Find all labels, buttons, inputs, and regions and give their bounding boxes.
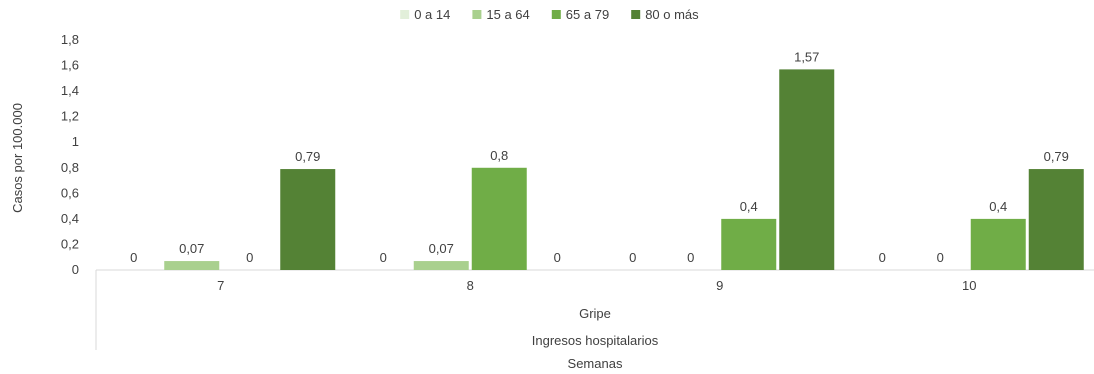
data-label: 0,79 <box>295 149 320 164</box>
data-label: 0 <box>629 250 636 265</box>
data-label: 0,4 <box>989 199 1007 214</box>
data-label: 0,4 <box>740 199 758 214</box>
y-tick-label: 1,8 <box>61 32 79 47</box>
y-tick-label: 0,8 <box>61 160 79 175</box>
y-tick-label: 1,2 <box>61 109 79 124</box>
data-labels: 0 0,07 0 0,79 0 0,07 0,8 0 0 0 0,4 1,57 0 0 0,4 0,79 <box>130 49 1069 265</box>
y-tick-label: 0,2 <box>61 236 79 251</box>
legend-label: 65 a 79 <box>566 7 609 22</box>
data-label: 0 <box>937 250 944 265</box>
bars <box>164 69 1084 270</box>
y-tick-label: 0 <box>72 262 79 277</box>
bar <box>970 218 1026 270</box>
y-tick-label: 0,4 <box>61 211 79 226</box>
legend-label: 15 a 64 <box>486 7 529 22</box>
legend-label: 0 a 14 <box>414 7 450 22</box>
y-tick-label: 0,6 <box>61 185 79 200</box>
legend-swatch <box>631 10 641 19</box>
y-tick-label: 1,4 <box>61 83 79 98</box>
data-label: 0 <box>246 250 253 265</box>
x-tick-label: 8 <box>467 278 474 293</box>
y-axis-ticks: 0 0,2 0,4 0,6 0,8 1 1,2 1,4 1,6 1,8 <box>61 32 79 277</box>
data-label: 0 <box>130 250 137 265</box>
legend: 0 a 14 15 a 64 65 a 79 80 o más <box>400 7 699 22</box>
bar <box>471 167 527 270</box>
data-label: 0,8 <box>490 148 508 163</box>
data-label: 0 <box>380 250 387 265</box>
x-tick-label: 7 <box>217 278 224 293</box>
bar <box>1028 169 1084 270</box>
data-label: 0 <box>879 250 886 265</box>
data-label: 0 <box>554 250 561 265</box>
bar <box>413 261 469 270</box>
data-label: 0,07 <box>429 241 454 256</box>
data-label: 1,57 <box>794 49 819 64</box>
data-label: 0,79 <box>1044 149 1069 164</box>
bar <box>721 218 777 270</box>
x-axis <box>95 269 1094 350</box>
legend-label: 80 o más <box>645 7 699 22</box>
legend-swatch <box>472 10 482 19</box>
data-label: 0 <box>687 250 694 265</box>
y-tick-label: 1,6 <box>61 58 79 73</box>
x-axis-title: Semanas <box>568 356 623 371</box>
x-tick-label: 10 <box>962 278 976 293</box>
bar <box>164 261 220 270</box>
bar <box>280 169 336 270</box>
x-tick-label: 9 <box>716 278 723 293</box>
legend-swatch <box>551 10 561 19</box>
group-label-ingresos: Ingresos hospitalarios <box>532 333 659 348</box>
y-tick-label: 1 <box>72 134 79 149</box>
category-labels: 7 8 9 10 <box>217 278 976 293</box>
y-axis-title: Casos por 100.000 <box>10 103 25 213</box>
legend-swatch <box>400 10 410 19</box>
bar <box>779 69 835 270</box>
data-label: 0,07 <box>179 241 204 256</box>
group-label-gripe: Gripe <box>579 306 611 321</box>
